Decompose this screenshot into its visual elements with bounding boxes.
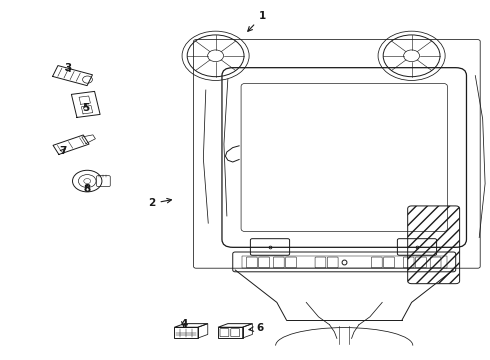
Text: 6: 6 [249, 323, 263, 333]
Text: 5: 5 [82, 103, 89, 113]
Text: 3: 3 [64, 63, 71, 73]
Text: 2: 2 [148, 198, 172, 208]
Text: 1: 1 [248, 11, 266, 31]
Text: 4: 4 [180, 319, 188, 329]
Text: 8: 8 [84, 184, 91, 194]
Text: 7: 7 [59, 146, 67, 156]
